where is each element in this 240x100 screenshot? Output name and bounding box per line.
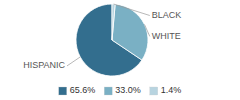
legend-item: 33.0% [104, 85, 141, 95]
pie-slice [112, 4, 115, 40]
legend-label: 65.6% [70, 85, 96, 95]
legend-item: 1.4% [150, 85, 182, 95]
slice-label: HISPANIC [23, 60, 65, 70]
pie-slice [112, 4, 148, 60]
legend-item: 65.6% [59, 85, 96, 95]
leader-line [67, 57, 80, 66]
annotations: HISPANIC WHITE BLACK [23, 4, 181, 70]
leader-line [114, 4, 150, 15]
pie [76, 4, 148, 76]
legend-swatch [104, 87, 112, 95]
slice-label: WHITE [152, 31, 181, 41]
legend-swatch [59, 87, 67, 95]
legend-swatch [150, 87, 158, 95]
legend: 65.6% 33.0% 1.4% [59, 85, 182, 95]
chart: HISPANIC WHITE BLACK 65.6% 33.0% 1.4% [0, 0, 240, 100]
slice-label: BLACK [152, 10, 182, 20]
legend-label: 1.4% [161, 85, 182, 95]
legend-label: 33.0% [115, 85, 141, 95]
leader-line [144, 24, 149, 36]
